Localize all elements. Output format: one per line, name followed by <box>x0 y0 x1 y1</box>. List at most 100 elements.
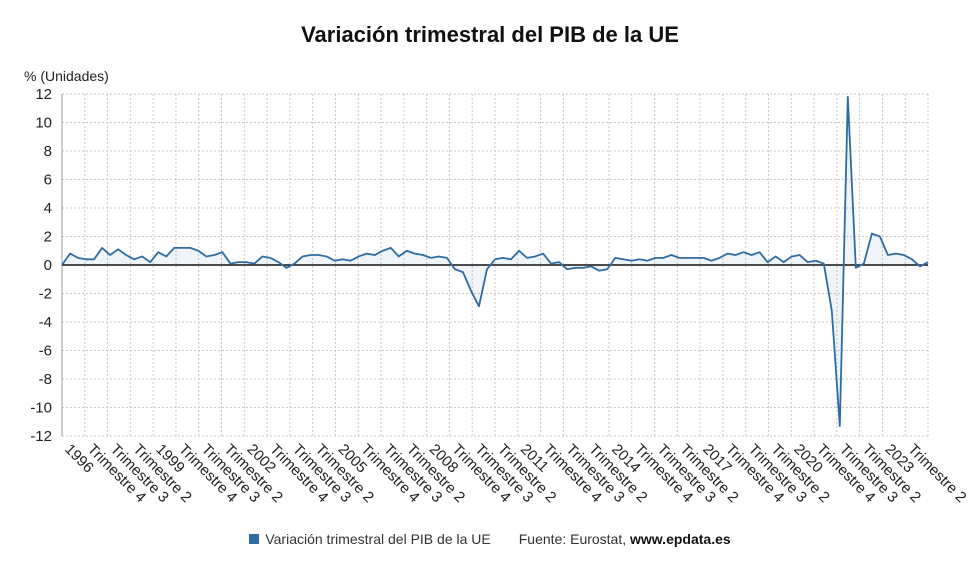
data-point <box>141 255 143 257</box>
data-point <box>309 254 311 256</box>
y-tick-label: 2 <box>44 229 52 246</box>
data-point <box>173 247 175 249</box>
data-point <box>85 258 87 260</box>
data-point <box>863 262 865 264</box>
data-point <box>534 255 536 257</box>
data-point <box>301 255 303 257</box>
data-point <box>181 247 183 249</box>
data-point <box>911 258 913 260</box>
series-line <box>61 95 929 427</box>
data-point <box>245 261 247 263</box>
data-point <box>630 260 632 262</box>
data-point <box>430 257 432 259</box>
data-point <box>341 258 343 260</box>
legend: Variación trimestral del PIB de la UE Fue… <box>0 531 980 547</box>
data-point <box>558 261 560 263</box>
data-point <box>670 254 672 256</box>
data-point <box>293 262 295 264</box>
data-point <box>77 257 79 259</box>
data-point <box>766 261 768 263</box>
y-tick-label: 0 <box>44 257 52 274</box>
data-point <box>165 255 167 257</box>
data-point <box>349 260 351 262</box>
data-point <box>710 260 712 262</box>
data-point <box>101 247 103 249</box>
data-point <box>550 262 552 264</box>
data-point <box>815 260 817 262</box>
data-point <box>622 258 624 260</box>
data-point <box>133 258 135 260</box>
data-point <box>598 270 600 272</box>
data-point <box>277 261 279 263</box>
data-point <box>285 267 287 269</box>
data-point <box>157 251 159 253</box>
data-point <box>229 262 231 264</box>
legend-series-label: Variación trimestral del PIB de la UE <box>265 531 491 547</box>
data-point <box>462 271 464 273</box>
data-point <box>317 254 319 256</box>
data-point <box>686 257 688 259</box>
data-point <box>879 235 881 237</box>
data-point <box>839 425 841 427</box>
data-point <box>93 258 95 260</box>
data-point <box>702 257 704 259</box>
y-tick-label: -6 <box>39 343 52 360</box>
y-tick-label: -10 <box>30 400 52 417</box>
data-point <box>390 247 392 249</box>
data-point <box>678 257 680 259</box>
data-point <box>374 254 376 256</box>
source-site-link[interactable]: www.epdata.es <box>630 531 731 547</box>
data-point <box>903 254 905 256</box>
y-axis-label: % (Unidades) <box>24 68 109 84</box>
data-point <box>69 252 71 254</box>
data-point <box>855 267 857 269</box>
source-label: Fuente: Eurostat, <box>518 531 627 547</box>
data-point <box>750 254 752 256</box>
data-point <box>125 254 127 256</box>
data-point <box>446 257 448 259</box>
data-point <box>887 254 889 256</box>
y-tick-label: 12 <box>35 86 52 103</box>
y-tick-label: -12 <box>30 428 52 445</box>
data-point <box>823 262 825 264</box>
y-tick-label: 8 <box>44 143 52 160</box>
data-point <box>357 255 359 257</box>
data-point <box>269 257 271 259</box>
y-tick-label: 4 <box>44 200 52 217</box>
data-point <box>253 262 255 264</box>
chart-title: Variación trimestral del PIB de la UE <box>301 22 679 47</box>
data-point <box>518 250 520 252</box>
data-point <box>694 257 696 259</box>
data-point <box>510 258 512 260</box>
data-point <box>895 252 897 254</box>
data-point <box>726 252 728 254</box>
data-point <box>574 267 576 269</box>
data-point <box>790 255 792 257</box>
data-point <box>406 250 408 252</box>
data-point <box>566 268 568 270</box>
data-point <box>61 264 63 266</box>
data-point <box>927 261 929 263</box>
data-point <box>774 255 776 257</box>
data-point <box>782 261 784 263</box>
data-point <box>526 257 528 259</box>
y-tick-label: 6 <box>44 172 52 189</box>
data-point <box>871 232 873 234</box>
data-point <box>213 254 215 256</box>
data-point <box>414 252 416 254</box>
data-point <box>149 261 151 263</box>
data-point <box>799 254 801 256</box>
data-point <box>438 255 440 257</box>
data-point <box>662 257 664 259</box>
series-area <box>62 96 928 427</box>
data-point <box>422 254 424 256</box>
data-point <box>734 254 736 256</box>
y-tick-label: -4 <box>39 314 52 331</box>
data-point <box>718 257 720 259</box>
y-tick-label: 10 <box>35 115 52 132</box>
data-point <box>654 257 656 259</box>
data-point <box>606 268 608 270</box>
data-point <box>590 265 592 267</box>
